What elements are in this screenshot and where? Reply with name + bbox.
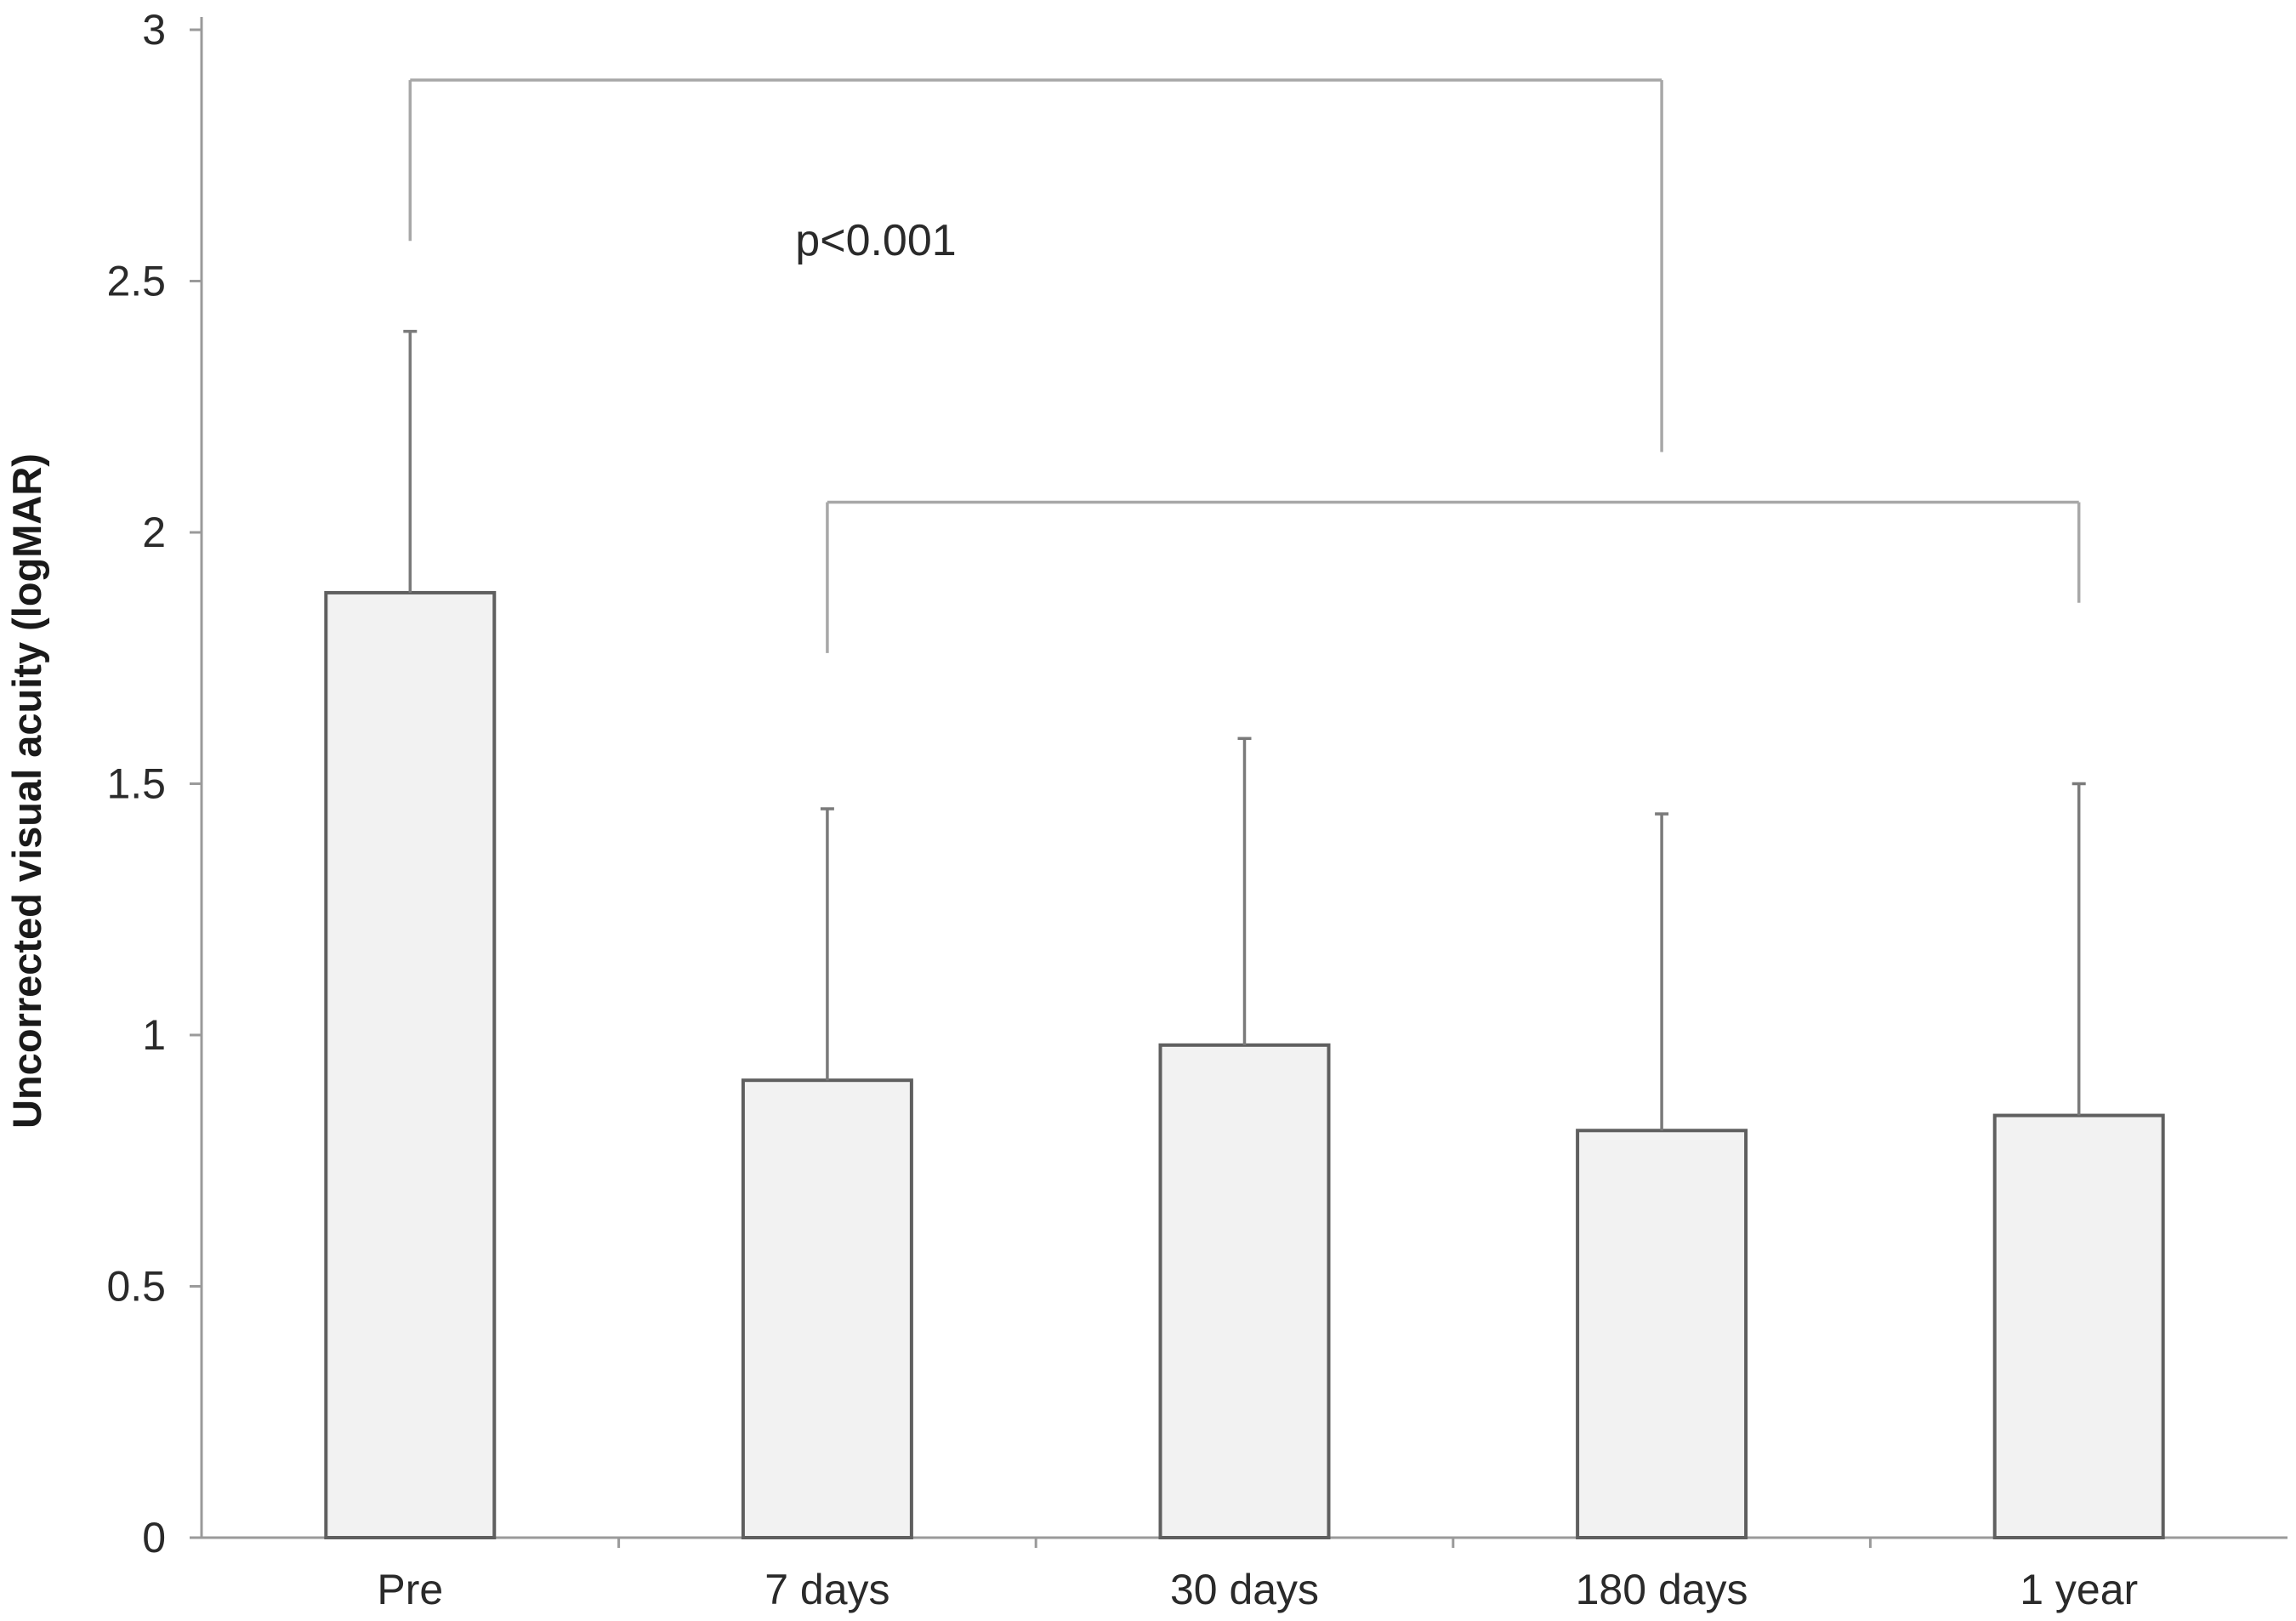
bar-1-year: [1992, 1113, 2165, 1540]
y-tick-label: 2.5: [106, 258, 166, 305]
inner-bracket: [826, 500, 2081, 653]
outer-bracket: [408, 78, 1663, 452]
y-tick-label: 3: [142, 6, 166, 54]
y-tick-label: 2: [142, 509, 166, 556]
y-tick-label: 0.5: [106, 1263, 166, 1311]
p-value-annotation: p<0.001: [795, 216, 956, 265]
y-tick-label: 0: [142, 1514, 166, 1561]
x-tick-label: 30 days: [1170, 1566, 1319, 1613]
bar-pre: [324, 590, 497, 1539]
x-tick-label: 1 year: [2020, 1566, 2138, 1613]
bar-30-days: [1158, 1043, 1331, 1539]
bar-180-days: [1576, 1129, 1748, 1540]
x-tick-label: 180 days: [1576, 1566, 1748, 1613]
y-tick-label: 1: [142, 1011, 166, 1059]
y-tick-label: 1.5: [106, 760, 166, 808]
y-axis-label: Uncorrected visual acuity (logMAR): [4, 453, 49, 1129]
significance-brackets: [408, 78, 2081, 653]
x-tick-label: 7 days: [764, 1566, 889, 1613]
x-tick-label: Pre: [377, 1566, 443, 1613]
bar-7-days: [741, 1078, 913, 1539]
labels: 0 0.5 1 1.5 2 2.5 3 Pre 7 days 30 days 180 days 1 y…: [106, 6, 2138, 1613]
bars: [324, 590, 2165, 1540]
error-bars: [403, 329, 2086, 1131]
